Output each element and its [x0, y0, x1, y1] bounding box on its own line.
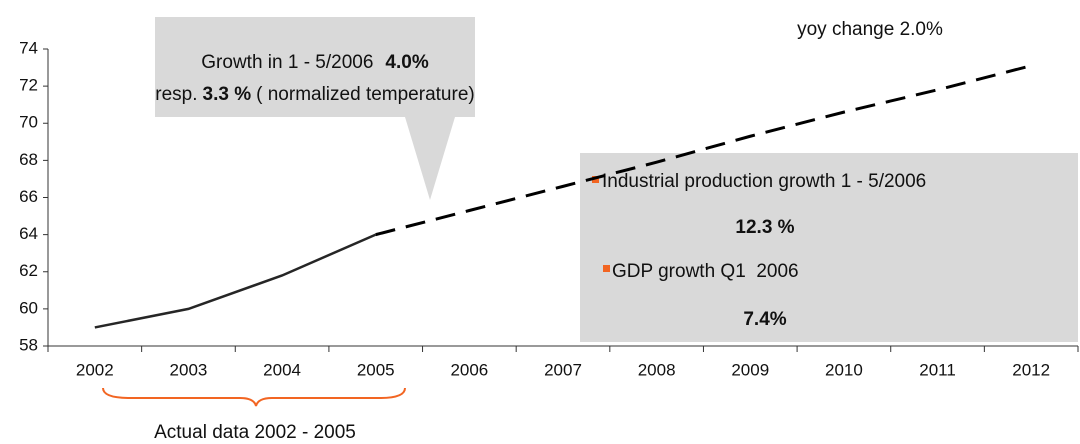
- callout-text: Growth in 1 - 5/2006: [201, 52, 373, 73]
- series-line: [94, 233, 377, 329]
- bracket-label: Actual data 2002 - 2005: [154, 422, 356, 443]
- series-line: [375, 64, 1032, 237]
- y-tick-label: 74: [19, 38, 38, 57]
- x-tick-label: 2009: [731, 360, 769, 379]
- callout-text: resp.: [155, 84, 197, 105]
- x-tick-label: 2002: [76, 360, 114, 379]
- callout-bold: 4.0%: [385, 52, 428, 73]
- callout-line-1: Growth in 1 - 5/2006 4.0%: [201, 52, 429, 73]
- y-tick-label: 72: [19, 76, 38, 95]
- x-tick-label: 2011: [919, 360, 956, 379]
- x-tick-label: 2012: [1012, 360, 1050, 379]
- info-value: 12.3 %: [735, 217, 794, 238]
- y-tick-label: 64: [19, 224, 38, 243]
- x-tick-label: 2005: [357, 360, 395, 379]
- x-tick-label: 2006: [450, 360, 488, 379]
- y-tick-label: 60: [19, 298, 38, 317]
- callout-text: ( normalized temperature): [256, 84, 475, 105]
- bullet: [603, 265, 610, 272]
- y-tick-label: 62: [19, 261, 38, 280]
- y-tick-label: 70: [19, 113, 38, 132]
- x-tick-label: 2008: [638, 360, 676, 379]
- x-tick-label: 2003: [170, 360, 208, 379]
- callout-bold: 3.3 %: [203, 84, 252, 105]
- y-tick-label: 66: [19, 187, 38, 206]
- info-label: Industrial production growth 1 - 5/2006: [602, 171, 926, 192]
- bracket: [102, 387, 406, 407]
- info-label: GDP growth Q1 2006: [612, 261, 799, 282]
- callout-line-2: resp. 3.3 %( normalized temperature): [155, 84, 474, 105]
- info-box: [580, 153, 1078, 342]
- info-value: 7.4%: [743, 309, 786, 330]
- top-note: yoy change 2.0%: [797, 19, 943, 40]
- x-tick-label: 2004: [263, 360, 301, 379]
- x-tick-label: 2007: [544, 360, 582, 379]
- x-tick-label: 2010: [825, 360, 863, 379]
- y-tick-label: 68: [19, 150, 38, 169]
- y-tick-label: 58: [19, 335, 38, 354]
- callout-shape: [155, 17, 475, 200]
